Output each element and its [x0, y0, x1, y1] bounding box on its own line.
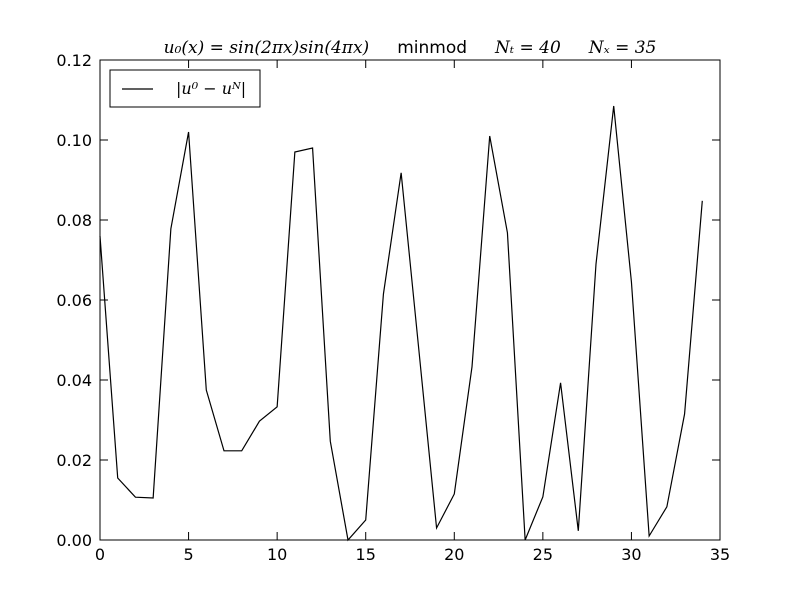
title-nx: Nₓ = 35	[588, 38, 657, 58]
chart-title: u₀(x) = sin(2πx)sin(4πx) minmod Nₜ = 40 …	[164, 38, 657, 58]
title-formula: u₀(x) = sin(2πx)sin(4πx)	[164, 38, 370, 58]
y-tick-label: 0.00	[56, 531, 92, 550]
x-tick-label: 0	[95, 545, 105, 564]
y-tick-label: 0.06	[56, 291, 92, 310]
y-tick-label: 0.10	[56, 131, 92, 150]
title-nt: Nₜ = 40	[494, 38, 561, 58]
x-tick-label: 10	[267, 545, 287, 564]
series-line-0	[99, 105, 703, 542]
legend-label: |u⁰ − uᴺ|	[176, 79, 246, 98]
axes: 0 5 10 15 20 25 30 35 0.00 0.02 0.04 0.06 0.08 0.10 0.…	[56, 51, 730, 564]
y-tick-label: 0.04	[56, 371, 92, 390]
plot-frame	[99, 59, 721, 541]
x-tick-label: 20	[444, 545, 464, 564]
legend: |u⁰ − uᴺ|	[109, 69, 261, 108]
plot-area	[99, 105, 703, 542]
y-tick-label: 0.12	[56, 51, 92, 70]
x-tick-label: 30	[621, 545, 641, 564]
y-tick-label: 0.02	[56, 451, 92, 470]
x-tick-label: 35	[710, 545, 730, 564]
x-tick-label: 5	[183, 545, 193, 564]
x-tick-label: 25	[533, 545, 553, 564]
y-tick-label: 0.08	[56, 211, 92, 230]
x-tick-label: 15	[356, 545, 376, 564]
title-method: minmod	[397, 38, 467, 58]
